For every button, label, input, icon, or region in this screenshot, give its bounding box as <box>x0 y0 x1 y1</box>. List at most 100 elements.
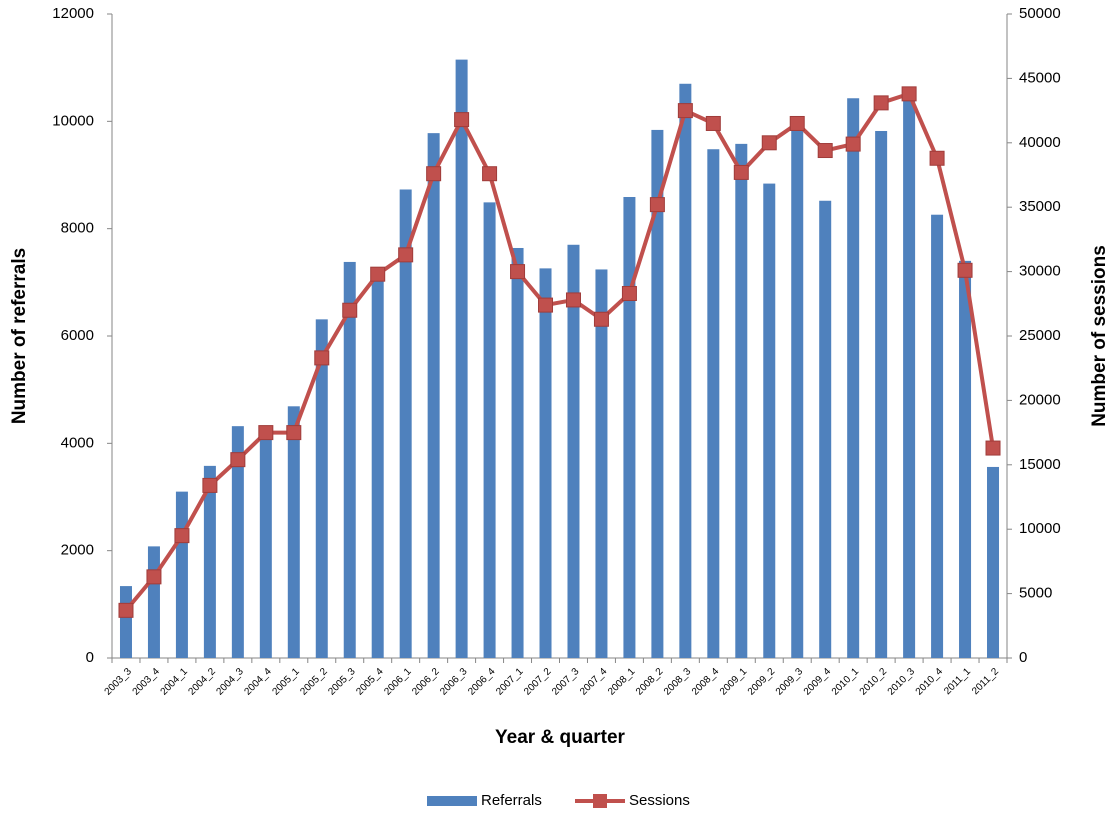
y-tick-label: 12000 <box>52 5 94 22</box>
bar <box>511 247 524 658</box>
marker <box>873 95 889 111</box>
x-tick-label: 2004_4 <box>242 666 274 698</box>
marker <box>370 266 386 282</box>
marker <box>482 166 498 182</box>
bar <box>847 98 860 659</box>
marker <box>789 115 805 131</box>
marker <box>817 143 833 159</box>
bar <box>987 466 1000 658</box>
bar <box>483 202 496 658</box>
bar <box>231 426 244 658</box>
marker <box>705 115 721 131</box>
bar <box>595 269 608 658</box>
x-tick-label: 2009_3 <box>774 666 806 698</box>
x-tick-label: 2006_1 <box>382 666 414 698</box>
legend-label: Sessions <box>629 792 690 809</box>
x-tick-label: 2009_4 <box>802 666 834 698</box>
y-tick-label: 4000 <box>61 434 94 451</box>
legend-swatch <box>593 794 607 808</box>
x-tick-label: 2007_3 <box>550 666 582 698</box>
x-tick-label: 2008_4 <box>690 666 722 698</box>
y-tick-label: 6000 <box>61 327 94 344</box>
bar <box>427 133 440 658</box>
y2-tick-label: 5000 <box>1019 585 1052 602</box>
marker <box>761 135 777 151</box>
y2-tick-label: 15000 <box>1019 456 1061 473</box>
y2-tick-label: 25000 <box>1019 327 1061 344</box>
y2-tick-label: 0 <box>1019 649 1027 666</box>
y2-tick-label: 50000 <box>1019 5 1061 22</box>
y2-axis-title: Number of sessions <box>1089 245 1110 427</box>
y-axis-title: Number of referrals <box>9 248 30 424</box>
marker <box>538 297 554 313</box>
marker <box>314 350 330 366</box>
marker <box>118 602 134 618</box>
marker <box>565 292 581 308</box>
marker <box>342 302 358 318</box>
bar <box>399 189 412 659</box>
bar <box>651 129 664 659</box>
bar <box>791 123 804 659</box>
x-tick-label: 2004_2 <box>187 666 219 698</box>
marker <box>621 285 637 301</box>
bar <box>287 406 300 658</box>
marker <box>985 440 1001 456</box>
x-tick-label: 2004_1 <box>159 666 191 698</box>
bar <box>315 319 328 658</box>
bar <box>679 83 692 659</box>
bar <box>707 149 720 659</box>
x-tick-label: 2005_2 <box>298 666 330 698</box>
bar <box>371 272 384 658</box>
x-tick-label: 2011_2 <box>970 666 1001 697</box>
bar <box>119 586 132 658</box>
line <box>124 91 995 612</box>
x-tick-label: 2005_3 <box>326 666 358 698</box>
y-tick-label: 10000 <box>52 112 94 129</box>
marker <box>426 166 442 182</box>
legend-label: Referrals <box>481 792 542 809</box>
x-tick-label: 2006_3 <box>438 666 470 698</box>
y-tick-label: 2000 <box>61 542 94 559</box>
bar <box>819 200 832 658</box>
marker <box>593 311 609 327</box>
bar <box>455 59 468 659</box>
x-tick-label: 2003_3 <box>103 666 135 698</box>
y2-tick-label: 10000 <box>1019 520 1061 537</box>
y2-tick-label: 30000 <box>1019 263 1061 280</box>
marker <box>258 425 274 441</box>
x-tick-label: 2005_4 <box>354 666 386 698</box>
bar <box>763 183 776 658</box>
marker <box>649 197 665 213</box>
bar <box>539 268 552 658</box>
x-tick-label: 2005_1 <box>270 666 302 698</box>
x-tick-label: 2008_2 <box>634 666 666 698</box>
y-tick-label: 8000 <box>61 220 94 237</box>
x-tick-label: 2010_4 <box>914 666 946 698</box>
x-tick-label: 2011_1 <box>942 666 973 697</box>
y2-tick-label: 20000 <box>1019 391 1061 408</box>
marker <box>286 425 302 441</box>
marker <box>510 264 526 280</box>
marker <box>733 164 749 180</box>
x-tick-label: 2008_3 <box>662 666 694 698</box>
x-tick-label: 2007_2 <box>522 666 554 698</box>
y2-tick-label: 35000 <box>1019 198 1061 215</box>
bar <box>959 260 972 658</box>
y2-tick-label: 45000 <box>1019 69 1061 86</box>
bar <box>903 94 916 658</box>
marker <box>230 452 246 468</box>
marker <box>398 247 414 263</box>
x-tick-label: 2003_4 <box>131 666 163 698</box>
x-tick-label: 2008_1 <box>606 666 638 698</box>
x-tick-label: 2007_4 <box>578 666 610 698</box>
x-tick-label: 2010_2 <box>858 666 890 698</box>
marker <box>929 150 945 166</box>
marker <box>202 477 218 493</box>
bar <box>343 261 356 658</box>
bar <box>567 244 580 658</box>
marker <box>677 103 693 119</box>
bar <box>203 465 216 658</box>
legend-swatch <box>427 796 477 806</box>
x-tick-label: 2010_1 <box>830 666 862 698</box>
